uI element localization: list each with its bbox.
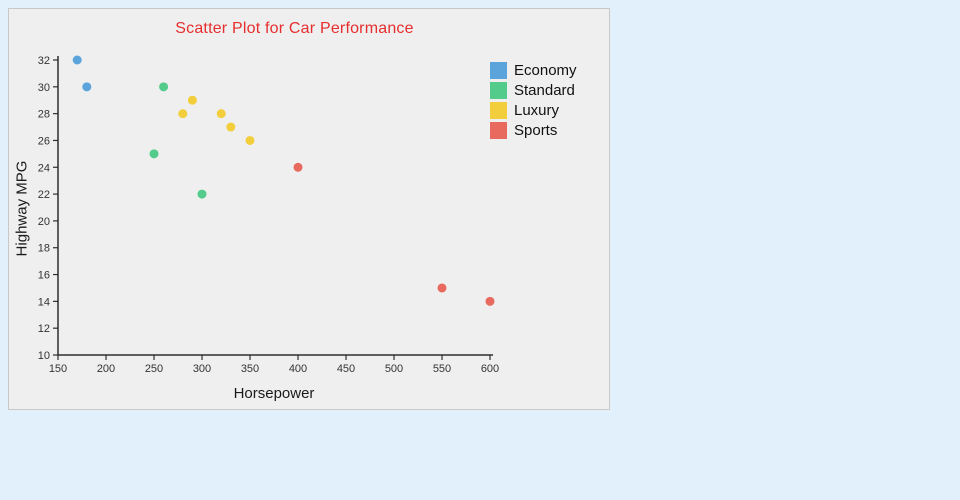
point-sports bbox=[293, 162, 303, 172]
x-tick-label: 200 bbox=[97, 363, 115, 375]
y-tick-label: 28 bbox=[38, 109, 50, 121]
x-tick-label: 550 bbox=[433, 363, 451, 375]
x-tick-label: 450 bbox=[337, 363, 355, 375]
legend-item-economy: Economy bbox=[490, 62, 577, 79]
point-sports bbox=[437, 283, 447, 293]
point-luxury bbox=[216, 109, 226, 119]
point-economy bbox=[82, 82, 92, 92]
y-tick-label: 24 bbox=[38, 162, 50, 174]
point-sports bbox=[485, 296, 495, 306]
point-standard bbox=[159, 82, 169, 92]
y-tick-label: 26 bbox=[38, 135, 50, 147]
legend-item-sports: Sports bbox=[490, 122, 577, 139]
y-tick-label: 22 bbox=[38, 189, 50, 201]
chart-title: Scatter Plot for Car Performance bbox=[175, 20, 414, 37]
chart-panel: 150 200 250 300 350 400 450 500 550 600 10 12 14 16 18… bbox=[8, 8, 610, 410]
axes-spine bbox=[57, 56, 493, 356]
point-economy bbox=[72, 55, 82, 65]
y-tick-label: 10 bbox=[38, 350, 50, 362]
y-tick-label: 20 bbox=[38, 216, 50, 228]
point-luxury bbox=[178, 109, 188, 119]
point-luxury bbox=[245, 135, 255, 145]
legend-swatch-sports bbox=[490, 122, 507, 139]
y-tick-label: 14 bbox=[38, 296, 50, 308]
point-luxury bbox=[226, 122, 236, 132]
y-tick-label: 12 bbox=[38, 323, 50, 335]
x-tick-label: 350 bbox=[241, 363, 259, 375]
x-tick-label: 600 bbox=[481, 363, 499, 375]
x-tick-label: 500 bbox=[385, 363, 403, 375]
point-luxury bbox=[187, 95, 197, 105]
point-standard bbox=[197, 189, 207, 199]
scatter-plot: 150 200 250 300 350 400 450 500 550 600 10 12 14 16 18… bbox=[38, 55, 499, 375]
y-tick-label: 18 bbox=[38, 243, 50, 255]
legend-label: Standard bbox=[514, 82, 575, 99]
x-tick-label: 150 bbox=[49, 363, 67, 375]
legend: Economy Standard Luxury Sports bbox=[490, 62, 577, 142]
y-tick-label: 16 bbox=[38, 270, 50, 282]
x-tick-label: 300 bbox=[193, 363, 211, 375]
legend-swatch-luxury bbox=[490, 102, 507, 119]
x-tick-label: 400 bbox=[289, 363, 307, 375]
y-axis-label: Highway MPG bbox=[13, 160, 31, 257]
legend-item-standard: Standard bbox=[490, 82, 577, 99]
legend-item-luxury: Luxury bbox=[490, 102, 577, 119]
x-axis-label: Horsepower bbox=[233, 385, 315, 402]
legend-label: Luxury bbox=[514, 102, 560, 119]
point-standard bbox=[149, 149, 159, 159]
legend-swatch-standard bbox=[490, 82, 507, 99]
legend-swatch-economy bbox=[490, 62, 507, 79]
legend-label: Sports bbox=[514, 122, 558, 139]
legend-label: Economy bbox=[514, 62, 577, 79]
x-tick-label: 250 bbox=[145, 363, 163, 375]
y-tick-label: 32 bbox=[38, 55, 50, 67]
y-tick-label: 30 bbox=[38, 82, 50, 94]
